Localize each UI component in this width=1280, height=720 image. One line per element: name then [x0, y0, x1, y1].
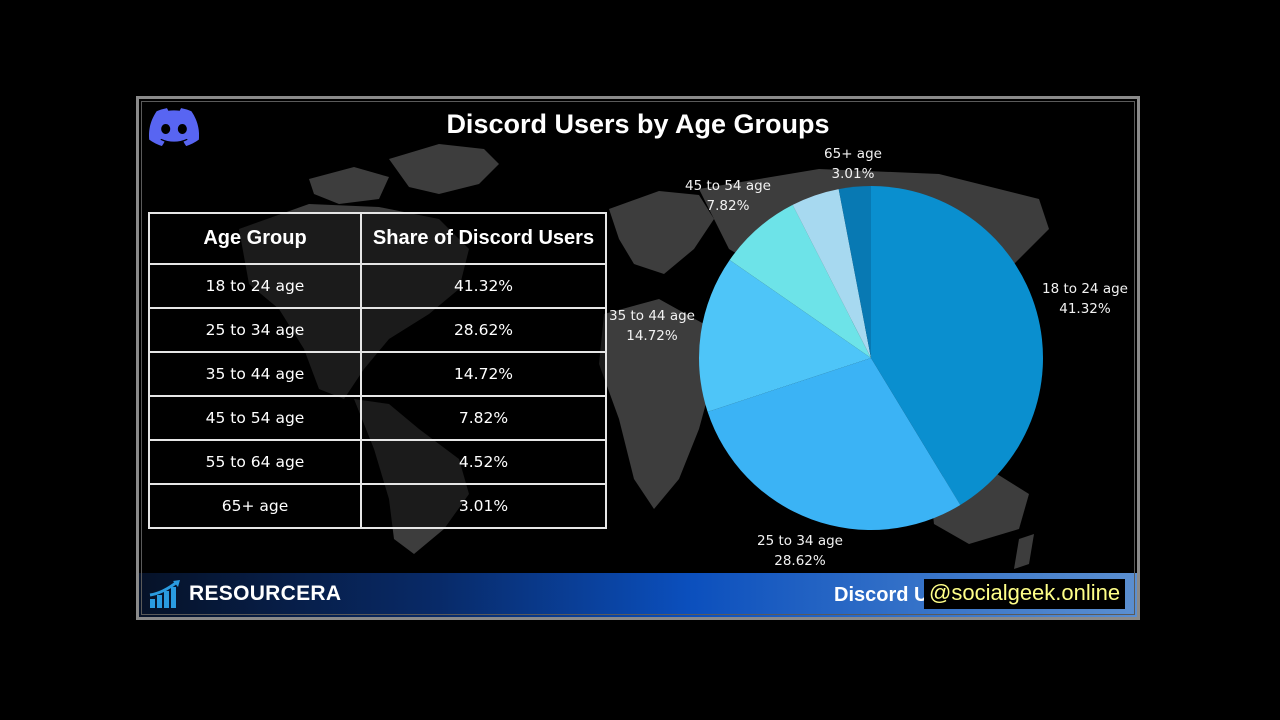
- share-cell: 41.32%: [360, 263, 607, 309]
- age-group-table: Age Group Share of Discord Users 18 to 2…: [148, 212, 607, 529]
- pie-label-name: 18 to 24 age: [1042, 281, 1128, 297]
- watermark-overlay: @socialgeek.online: [924, 579, 1126, 609]
- column-header-age-group: Age Group: [148, 212, 362, 265]
- pie-label-name: 25 to 34 age: [757, 533, 843, 549]
- pie-slice-55-to-64-age: [792, 189, 871, 358]
- pie-label-65-plus: 65+ age 3.01%: [824, 144, 882, 184]
- pie-label-name: 65+ age: [824, 146, 882, 162]
- brand-logo: RESOURCERA: [149, 579, 341, 609]
- pie-label-35-44: 35 to 44 age 14.72%: [609, 306, 695, 346]
- pie-chart: [698, 186, 1043, 530]
- share-cell: 14.72%: [360, 351, 607, 397]
- brand-name: RESOURCERA: [189, 582, 342, 605]
- pie-label-value: 7.82%: [706, 198, 750, 214]
- share-cell: 28.62%: [360, 307, 607, 353]
- table-row: 55 to 64 age 4.52%: [148, 439, 607, 485]
- chart-title: Discord Users by Age Groups: [446, 109, 830, 139]
- pie-label-25-34: 25 to 34 age 28.62%: [757, 531, 843, 571]
- pie-label-value: 28.62%: [774, 553, 826, 569]
- table-row: 18 to 24 age 41.32%: [148, 263, 607, 309]
- age-group-cell: 35 to 44 age: [148, 351, 362, 397]
- table-row: 45 to 54 age 7.82%: [148, 395, 607, 441]
- pie-label-value: 14.72%: [626, 328, 678, 344]
- discord-logo-icon: [149, 108, 199, 146]
- table-row: 25 to 34 age 28.62%: [148, 307, 607, 353]
- bar-chart-growth-icon: [149, 580, 180, 608]
- footer-caption: Discord U: [834, 584, 929, 606]
- pie-label-name: 35 to 44 age: [609, 308, 695, 324]
- column-header-share: Share of Discord Users: [360, 212, 607, 265]
- pie-label-value: 3.01%: [831, 166, 875, 182]
- pie-slice-18-to-24-age: [871, 186, 1043, 506]
- share-cell: 7.82%: [360, 395, 607, 441]
- pie-slice-25-to-34-age: [707, 358, 961, 530]
- table-row: 65+ age 3.01%: [148, 483, 607, 529]
- footer-bar: RESOURCERA Discord U @socialgeek.online: [139, 573, 1137, 617]
- pie-label-value: 41.32%: [1059, 301, 1111, 317]
- table-header-row: Age Group Share of Discord Users: [148, 212, 607, 265]
- age-group-cell: 25 to 34 age: [148, 307, 362, 353]
- pie-slice-35-to-44-age: [698, 259, 871, 412]
- age-group-cell: 18 to 24 age: [148, 263, 362, 309]
- age-group-cell: 55 to 64 age: [148, 439, 362, 485]
- pie-label-45-54: 45 to 54 age 7.82%: [685, 176, 771, 216]
- infographic-frame: Discord Users by Age Groups Age Group Sh…: [136, 96, 1140, 620]
- pie-label-18-24: 18 to 24 age 41.32%: [1042, 279, 1128, 319]
- age-group-cell: 65+ age: [148, 483, 362, 529]
- pie-slice-65-age: [838, 186, 871, 358]
- table-row: 35 to 44 age 14.72%: [148, 351, 607, 397]
- age-group-cell: 45 to 54 age: [148, 395, 362, 441]
- pie-label-name: 45 to 54 age: [685, 178, 771, 194]
- share-cell: 3.01%: [360, 483, 607, 529]
- share-cell: 4.52%: [360, 439, 607, 485]
- pie-slice-45-to-54-age: [729, 204, 871, 358]
